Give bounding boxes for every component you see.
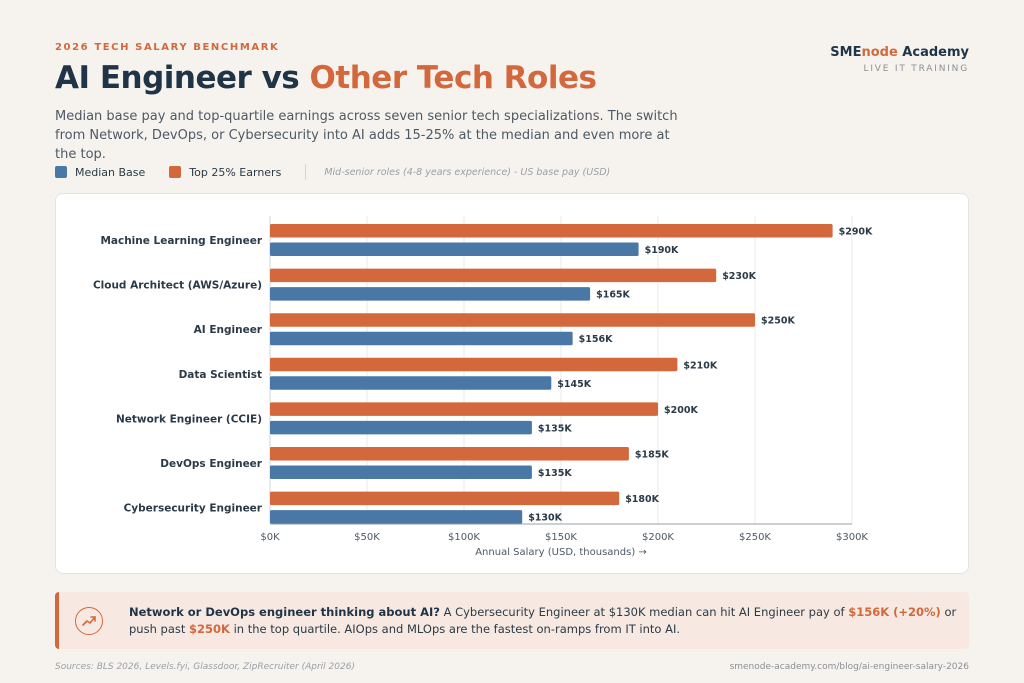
bar-value-label: $190K <box>645 245 679 256</box>
bar-value-label: $185K <box>635 450 669 461</box>
legend-item-top: Top 25% Earners <box>169 166 281 179</box>
bar-median <box>270 331 573 346</box>
footer-url[interactable]: smenode-academy.com/blog/ai-engineer-sal… <box>729 662 969 672</box>
x-tick-label: $200K <box>642 532 674 543</box>
page-title: AI Engineer vs Other Tech Roles <box>55 60 597 96</box>
bar-top-quartile <box>270 224 833 238</box>
x-tick-label: $300K <box>836 532 868 543</box>
brand-logo[interactable]: SMEnode Academy LIVE IT TRAINING <box>830 45 969 74</box>
category-label: Network Engineer (CCIE) <box>116 413 262 425</box>
bar-top-quartile <box>270 268 717 283</box>
legend-note: Mid-senior roles (4-8 years experience) … <box>324 166 611 178</box>
bar-value-label: $290K <box>839 227 873 238</box>
x-axis-title: Annual Salary (USD, thousands) → <box>475 547 647 558</box>
bar-top-quartile <box>270 313 755 327</box>
legend-item-median: Median Base <box>55 166 145 179</box>
category-label: Machine Learning Engineer <box>100 235 262 247</box>
page-subtitle: Median base pay and top-quartile earning… <box>55 109 678 162</box>
legend-swatch-median <box>55 166 67 178</box>
x-tick-label: $0K <box>260 532 280 543</box>
x-tick-label: $100K <box>448 532 480 543</box>
category-label: Cybersecurity Engineer <box>124 503 263 515</box>
callout-text: Network or DevOps engineer thinking abou… <box>129 604 957 636</box>
brand-name: SMEnode Academy <box>830 45 969 60</box>
brand-tagline: LIVE IT TRAINING <box>863 64 969 74</box>
footer-sources: Sources: BLS 2026, Levels.fyi, Glassdoor… <box>55 662 355 672</box>
bar-value-label: $210K <box>683 360 717 371</box>
x-tick-label: $250K <box>739 532 771 543</box>
chart-card: $0K $50K $100K $150K $200K $250K $300K Annual S… <box>55 193 969 574</box>
bar-median <box>270 242 639 256</box>
bar-median <box>270 420 532 435</box>
bar-median <box>270 465 532 479</box>
x-tick-label: $150K <box>545 532 577 543</box>
bar-top-quartile <box>270 402 658 416</box>
bar-value-label: $130K <box>528 513 562 524</box>
bar-top-quartile <box>270 447 629 461</box>
bar-value-label: $145K <box>557 379 591 390</box>
bar-value-label: $165K <box>596 290 630 301</box>
bar-value-label: $230K <box>722 271 756 282</box>
bar-value-label: $250K <box>761 316 795 327</box>
callout-box: Network or DevOps engineer thinking abou… <box>55 592 969 649</box>
legend-label-top: Top 25% Earners <box>189 165 282 179</box>
category-label: Cloud Architect (AWS/Azure) <box>93 280 262 292</box>
eyebrow: 2026 TECH SALARY BENCHMARK <box>55 42 280 53</box>
bar-median <box>270 510 523 524</box>
category-label: AI Engineer <box>194 324 263 336</box>
bar-top-quartile <box>270 491 620 506</box>
bar-top-quartile <box>270 357 678 372</box>
salary-bar-chart: $0K $50K $100K $150K $200K $250K $300K Annual S… <box>93 216 873 558</box>
trend-up-icon <box>75 606 103 635</box>
bar-value-label: $200K <box>664 405 698 416</box>
x-tick-label: $50K <box>354 532 380 543</box>
category-label: Data Scientist <box>179 369 262 381</box>
bar-value-label: $180K <box>625 494 659 505</box>
legend-swatch-top <box>169 166 182 178</box>
bar-value-label: $135K <box>538 468 572 479</box>
bar-value-label: $156K <box>579 334 613 345</box>
legend-divider <box>305 164 307 180</box>
bar-median <box>270 287 591 301</box>
bar-value-label: $135K <box>538 423 572 434</box>
bar-median <box>270 376 552 390</box>
legend-label-median: Median Base <box>75 165 146 179</box>
chart-legend: Median Base Top 25% Earners Mid-senior r… <box>55 164 610 180</box>
category-label: DevOps Engineer <box>160 458 263 470</box>
